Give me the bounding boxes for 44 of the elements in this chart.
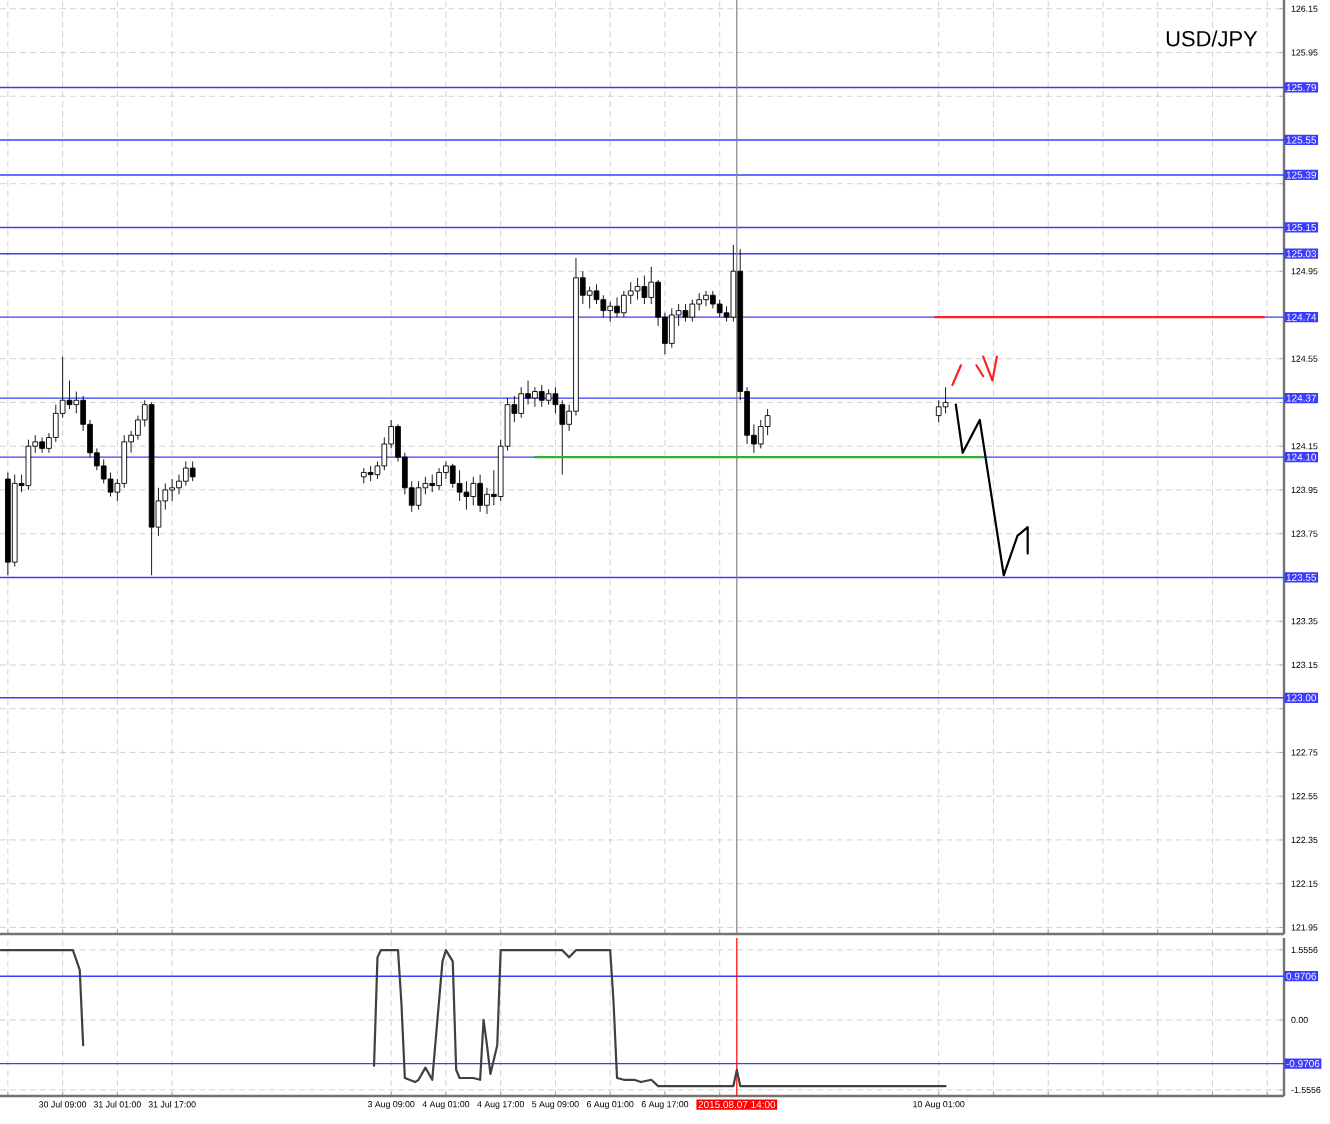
candlestick xyxy=(682,303,689,322)
candlestick xyxy=(518,386,525,419)
candlestick xyxy=(532,386,538,408)
candlestick xyxy=(607,301,614,322)
candlestick xyxy=(703,290,709,307)
candlestick xyxy=(538,384,545,408)
candlestick xyxy=(600,294,607,318)
candlestick xyxy=(614,297,620,318)
candlestick xyxy=(39,437,45,454)
candlestick xyxy=(367,465,374,482)
candlestick xyxy=(545,388,552,406)
candlestick xyxy=(443,461,449,480)
text: USD/JPY xyxy=(1166,30,1258,47)
candlestick xyxy=(25,439,32,491)
candlestick xyxy=(525,380,531,406)
candlestick xyxy=(573,257,579,417)
candlestick xyxy=(169,478,175,502)
candlestick xyxy=(107,472,114,497)
candlestick xyxy=(5,472,11,576)
candlestick xyxy=(415,480,422,511)
candlestick xyxy=(942,386,949,414)
candlestick xyxy=(935,399,942,423)
candlestick xyxy=(121,434,128,489)
candlestick xyxy=(634,277,641,301)
candlestick xyxy=(148,402,155,576)
candlestick xyxy=(456,469,463,502)
candlestick xyxy=(470,476,477,506)
candlestick xyxy=(559,399,566,476)
candlestick xyxy=(66,380,73,410)
candlestick xyxy=(360,467,367,484)
candlestick xyxy=(627,281,634,305)
candlestick xyxy=(11,474,18,567)
candlestick xyxy=(52,404,59,443)
candlestick xyxy=(641,275,648,305)
line-series xyxy=(954,403,1029,577)
candlestick xyxy=(484,487,490,515)
candlestick xyxy=(696,292,702,312)
candlestick xyxy=(463,480,470,511)
candlestick xyxy=(668,307,675,349)
candlestick xyxy=(429,474,436,493)
candlestick xyxy=(176,474,182,495)
candlestick xyxy=(477,474,483,513)
candlestick xyxy=(436,467,442,491)
candlestick xyxy=(621,290,627,318)
